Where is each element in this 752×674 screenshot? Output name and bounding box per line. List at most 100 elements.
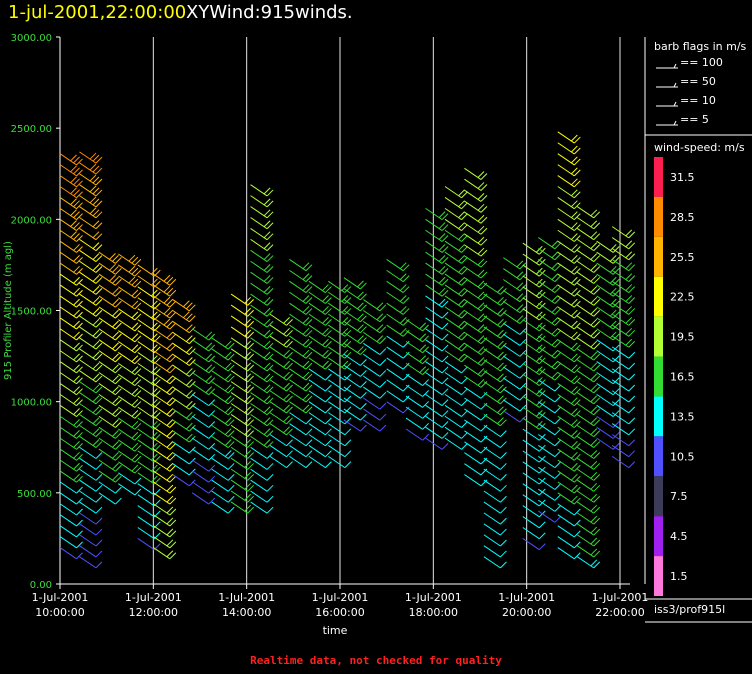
wind-barb-flag (399, 317, 407, 324)
wind-barb-flag (441, 366, 449, 374)
wind-barb-flag (92, 340, 100, 348)
wind-barb-flag (419, 355, 427, 363)
wind-barb-shaft (79, 293, 97, 306)
wind-barb-shaft (405, 417, 423, 430)
wind-barb-shaft (425, 393, 443, 407)
wind-barb-shaft (444, 197, 462, 210)
wind-barb-flag (573, 224, 581, 231)
y-tick-label: 0.00 (30, 580, 52, 591)
wind-barb-shaft (557, 240, 575, 253)
wind-barb-shaft (464, 189, 482, 202)
wind-barb-flag (551, 306, 559, 313)
wind-barb-shaft (250, 228, 268, 241)
wind-barb-flag (570, 200, 578, 208)
y-tick-label: 3000.00 (11, 33, 52, 44)
wind-barb-flag (115, 289, 122, 297)
wind-barb-flag (134, 379, 142, 386)
wind-barb-flag (554, 406, 562, 414)
wind-barb-flag (341, 284, 349, 291)
wind-barb-flag (112, 331, 119, 339)
wind-barb-flag (244, 406, 252, 414)
wind-barb-flag (609, 331, 617, 339)
wind-barb-flag (573, 246, 581, 253)
wind-barb-flag (480, 293, 488, 301)
wind-barb-flag (461, 267, 468, 275)
wind-barb-flag (185, 335, 193, 342)
wind-barb-flag (112, 419, 119, 426)
wind-barb-flag (402, 264, 410, 272)
wind-barb-flag (325, 351, 332, 359)
wind-barb-flag (461, 246, 468, 253)
wind-barb-flag (73, 178, 80, 186)
wind-barb-flag (112, 342, 119, 350)
wind-barb-flag (76, 443, 83, 450)
wind-barb-flag (360, 326, 367, 334)
wind-barb-flag (554, 483, 562, 490)
wind-barb-flag (95, 561, 103, 569)
wind-barb-flag (480, 260, 488, 268)
wind-barb-flag (92, 428, 100, 435)
wind-barb-flag (357, 346, 364, 353)
wind-barb-flag (593, 375, 601, 383)
wind-barb-flag (341, 306, 349, 313)
wind-barb-flag (305, 351, 313, 359)
wind-barb-shaft (596, 339, 614, 352)
wind-barb-flag (150, 475, 158, 483)
wind-barb-flag (169, 486, 177, 494)
wind-barb-shaft (557, 404, 575, 417)
wind-barb-shaft (59, 164, 77, 177)
wind-barb-shaft (269, 455, 287, 469)
wind-barb-flag (150, 377, 158, 384)
x-tick-time: 14:00:00 (222, 606, 271, 619)
wind-barb-flag (115, 421, 122, 428)
wind-barb-shaft (79, 173, 97, 186)
wind-barb-flag (266, 474, 274, 481)
wind-barb-flag (500, 539, 507, 547)
color-swatch (654, 276, 663, 317)
wind-barb-shaft (98, 372, 116, 385)
wind-barb-flag (92, 264, 100, 271)
wind-barb-flag (497, 395, 504, 403)
wind-barb-flag (163, 307, 171, 315)
wind-barb-flag (89, 196, 97, 204)
barb-legend-title: barb flags in m/s (654, 40, 747, 53)
wind-barb-flag (305, 264, 313, 272)
wind-barb-flag (169, 377, 177, 385)
wind-barb-shaft (79, 381, 97, 394)
wind-barb-shaft (153, 459, 171, 472)
wind-barb-flag (266, 342, 274, 350)
wind-barb-flag (628, 275, 636, 282)
wind-barb-flag (461, 311, 468, 319)
wind-barb-flag (134, 291, 142, 299)
wind-barb-flag (570, 156, 578, 164)
wind-barb-flag (95, 222, 103, 230)
wind-barb-flag (590, 373, 598, 381)
wind-barb-shaft (464, 299, 482, 312)
wind-barb-flag (92, 373, 100, 381)
wind-barb-shaft (522, 450, 540, 463)
wind-barb-shaft (328, 423, 346, 436)
wind-barb-shaft (576, 457, 595, 470)
wind-barb-shaft (191, 393, 210, 407)
wind-barb-flag (458, 276, 465, 284)
wind-barb-shaft (503, 355, 521, 368)
wind-barb-shaft (79, 282, 97, 295)
wind-barb-flag (402, 384, 410, 392)
wind-barb-flag (357, 280, 364, 288)
wind-barb-flag (150, 333, 158, 341)
wind-barb-shaft (328, 390, 346, 403)
wind-barb-shaft (172, 386, 190, 399)
color-swatch (654, 436, 663, 477)
wind-barb-flag (461, 235, 468, 242)
wind-barb-flag (263, 384, 271, 392)
wind-barb-flag (244, 373, 252, 381)
wind-barb-flag (95, 441, 103, 448)
wind-barb-flag (497, 351, 504, 359)
wind-barb-flag (266, 189, 274, 197)
wind-barb-flag (379, 402, 387, 410)
wind-barb-flag (73, 211, 80, 218)
wind-barb-flag (166, 441, 174, 448)
wind-barb-flag (150, 278, 158, 286)
wind-barb-flag (247, 452, 255, 459)
wind-barb-flag (92, 329, 100, 337)
